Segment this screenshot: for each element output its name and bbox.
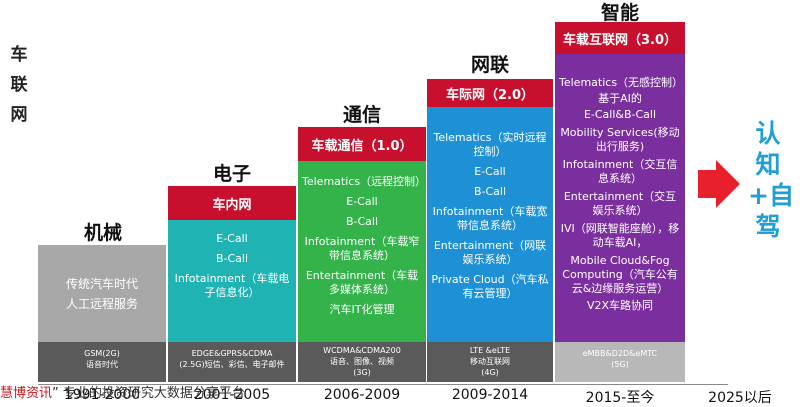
stage-item: Mobile Cloud&Fog Computing（汽车公有云&边缘服务运营）: [562, 254, 678, 295]
network-line: 语音、图像、视频: [330, 357, 394, 366]
footer-note: 慧博资讯” 专业的投资研究大数据分享平台: [0, 382, 245, 401]
network-line: GSM(2G): [84, 349, 120, 358]
stage-title-communication: 通信: [342, 104, 381, 126]
year-stage-3: 2006-2009: [323, 387, 401, 403]
year-future: 2025以后: [708, 390, 772, 406]
stage-item: Infotainment（车载窄带信息系统）: [304, 235, 420, 262]
stage-item: 基于AI的: [598, 92, 642, 105]
stage-item: E-Call: [474, 165, 506, 178]
stage-item: Entertainment（车载多媒体系统）: [305, 269, 419, 296]
network-mechanical: GSM(2G) 语音时代: [38, 342, 166, 382]
network-electronic: EDGE&GPRS&CDMA (2.5G)短信、彩信、电子邮件: [168, 342, 296, 382]
stage-body-mechanical: 传统汽车时代 人工远程服务: [38, 245, 166, 342]
network-connected: LTE &eLTE 移动互联网 (4G): [427, 342, 553, 382]
stage-body-communication: Telematics（远程控制） E-Call B-Call Infotainm…: [298, 161, 426, 342]
stage-header-intelligent: 车载互联网（3.0）: [555, 22, 685, 54]
stage-item: 人工远程服务: [65, 297, 138, 311]
network-line: WCDMA&CDMA200: [323, 346, 401, 355]
network-line: (5G): [611, 360, 629, 369]
year-stage-1: 1991-2000: [63, 387, 141, 403]
footer-brand: 慧博资讯: [0, 386, 53, 401]
stage-item: Entertainment（交互娱乐系统）: [563, 190, 677, 217]
year-stage-4: 2009-2014: [451, 387, 529, 403]
stage-header-communication: 车载通信（1.0）: [298, 127, 426, 161]
stage-item: E-Call: [346, 195, 378, 208]
network-line: (4G): [481, 368, 499, 377]
network-line: EDGE&GPRS&CDMA: [191, 349, 273, 358]
year-stage-5: 2015-至今: [585, 390, 655, 406]
stage-item: E-Call: [216, 232, 248, 245]
stage-body-connected: Telematics（实时远程控制） E-Call B-Call Infotai…: [427, 107, 553, 342]
network-line: 语音时代: [86, 360, 118, 369]
stage-item: B-Call: [473, 185, 507, 198]
y-axis-label: 车联网: [10, 45, 28, 125]
stage-title-connected: 网联: [470, 54, 509, 76]
stage-item: Infotainment（交互信息系统）: [562, 158, 678, 185]
right-arrow-icon: [716, 160, 740, 208]
stage-item: 传统汽车时代: [65, 277, 138, 291]
network-line: LTE &eLTE: [469, 346, 511, 355]
stage-item: Infotainment（车载宽带信息系统）: [432, 205, 548, 232]
stage-body-intelligent: Telematics（无感控制） 基于AI的 E-Call&B-Call Mob…: [555, 54, 685, 342]
stage-header-electronic: 车内网: [168, 186, 296, 220]
timeline-axis: [38, 384, 728, 385]
stage-item: Infotainment（车载电子信息化）: [174, 272, 290, 299]
end-label: 认知+自驾: [748, 119, 794, 241]
network-line: 移动互联网: [470, 357, 510, 366]
stage-item: E-Call&B-Call: [583, 108, 657, 121]
network-line: (3G): [353, 368, 371, 377]
stage-header-connected: 车际网（2.0）: [427, 79, 553, 107]
stage-title-mechanical: 机械: [83, 222, 122, 244]
stage-item: B-Call: [215, 252, 249, 265]
stage-item: Mobility Services(移动出行服务): [560, 126, 680, 153]
stage-title-intelligent: 智能: [600, 2, 639, 24]
stage-item: Telematics（实时远程控制）: [433, 131, 547, 158]
stage-item: Telematics（远程控制）: [302, 175, 427, 188]
stage-item: Private Cloud（汽车私有云管理）: [431, 273, 549, 300]
stage-item: IVI（网联智能座舱），移动车载AI，: [560, 222, 680, 249]
network-intelligent: eMBB&D2D&eMTC (5G): [555, 342, 685, 382]
stage-item: 汽车IT化管理: [329, 303, 395, 316]
network-line: (2.5G)短信、彩信、电子邮件: [179, 360, 285, 369]
stage-item: Telematics（无感控制）: [559, 76, 684, 89]
network-communication: WCDMA&CDMA200 语音、图像、视频 (3G): [298, 342, 426, 382]
arrow-stem: [698, 170, 716, 198]
stage-title-electronic: 电子: [212, 163, 251, 185]
stage-item: V2X车路协同: [586, 299, 654, 312]
stage-item: Entertainment（网联娱乐系统）: [433, 239, 547, 266]
footer-text: ” 专业的投资研究大数据分享平台: [52, 386, 245, 401]
stage-item: B-Call: [345, 215, 379, 228]
stage-body-electronic: E-Call B-Call Infotainment（车载电子信息化）: [168, 220, 296, 342]
year-stage-2: 2001-2005: [193, 387, 271, 403]
network-line: eMBB&D2D&eMTC: [582, 349, 658, 358]
